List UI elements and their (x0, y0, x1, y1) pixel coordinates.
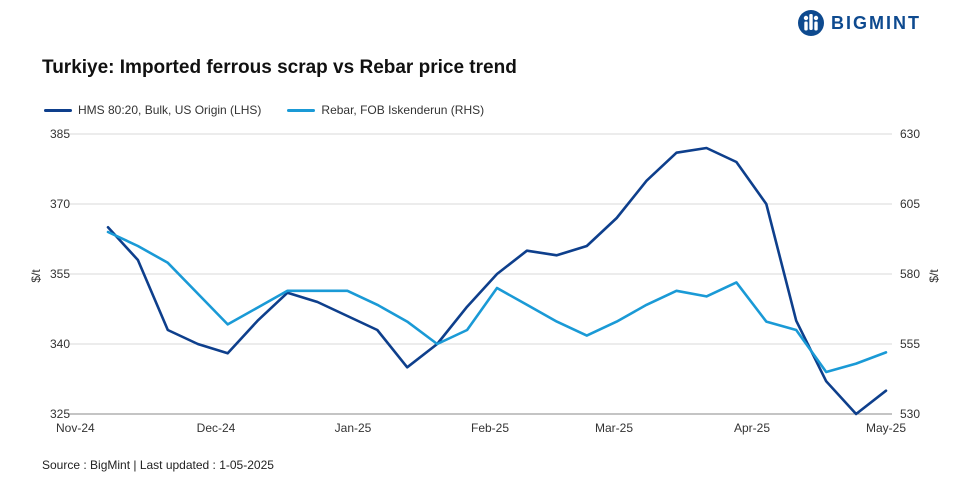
y-left-tick-label: 370 (50, 197, 70, 211)
legend-item-hms: HMS 80:20, Bulk, US Origin (LHS) (44, 103, 261, 117)
y-left-axis-title: $/t (29, 269, 43, 283)
bigmint-logo-icon (798, 10, 824, 36)
legend-item-rebar: Rebar, FOB Iskenderun (RHS) (287, 103, 484, 117)
series-line-rebar (106, 230, 888, 374)
chart-title: Turkiye: Imported ferrous scrap vs Rebar… (42, 57, 517, 78)
x-tick-label: Nov-24 (56, 421, 95, 435)
y-right-tick-label: 630 (900, 127, 920, 141)
chart-legend: HMS 80:20, Bulk, US Origin (LHS) Rebar, … (44, 103, 484, 117)
x-tick-label: May-25 (866, 421, 906, 435)
source-note: Source : BigMint | Last updated : 1-05-2… (42, 458, 274, 472)
x-tick-label: Feb-25 (471, 421, 509, 435)
y-right-tick-label: 555 (900, 337, 920, 351)
y-left-tick-label: 385 (50, 127, 70, 141)
x-tick-label: Mar-25 (595, 421, 633, 435)
legend-label-hms: HMS 80:20, Bulk, US Origin (LHS) (78, 103, 262, 117)
y-right-tick-label: 580 (900, 267, 920, 281)
x-tick-label: Apr-25 (734, 421, 770, 435)
x-tick-label: Dec-24 (197, 421, 236, 435)
series-line-hms (106, 146, 888, 416)
brand-name: BIGMINT (831, 12, 921, 33)
y-right-axis-title: $/t (927, 269, 941, 283)
legend-label-rebar: Rebar, FOB Iskenderun (RHS) (321, 103, 485, 117)
y-left-tick-label: 340 (50, 337, 70, 351)
y-right-tick-label: 530 (900, 407, 920, 421)
y-left-tick-label: 355 (50, 267, 70, 281)
y-left-tick-label: 325 (50, 407, 70, 421)
legend-swatch-rebar (287, 108, 316, 112)
y-right-tick-label: 605 (900, 197, 920, 211)
legend-swatch-hms (44, 108, 72, 112)
x-tick-label: Jan-25 (335, 421, 372, 435)
brand-logo: BIGMINT (797, 8, 947, 38)
